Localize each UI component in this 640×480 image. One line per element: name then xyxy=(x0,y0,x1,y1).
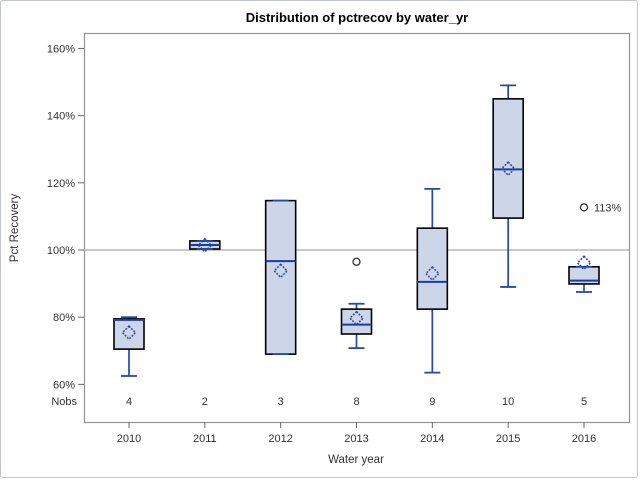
nobs-value: 4 xyxy=(126,396,132,408)
y-tick-label: 120% xyxy=(47,178,75,190)
outlier-point xyxy=(352,257,361,266)
x-axis-title: Water year xyxy=(328,454,384,466)
y-tick-label: 60% xyxy=(53,379,75,391)
plot-border xyxy=(83,32,631,424)
x-tick-label: 2011 xyxy=(193,433,217,445)
x-tick-label: 2015 xyxy=(496,433,520,445)
y-tick-label: 100% xyxy=(47,245,75,257)
x-tick-label: 2013 xyxy=(344,433,368,445)
nobs-label: Nobs xyxy=(51,396,77,408)
outlier-label: 113% xyxy=(594,202,622,214)
box-2013 xyxy=(340,308,373,335)
x-tick-label: 2014 xyxy=(420,433,444,445)
y-tick-label: 140% xyxy=(47,111,75,123)
nobs-value: 5 xyxy=(581,396,587,408)
y-axis-title: Pct Recovery xyxy=(9,194,21,263)
nobs-value: 8 xyxy=(353,396,359,408)
box-2015 xyxy=(492,98,524,219)
box-2012 xyxy=(264,199,297,355)
chart-title: Distribution of pctrecov by water_yr xyxy=(246,10,469,25)
outlier-point xyxy=(579,203,589,212)
y-tick-label: 160% xyxy=(47,43,75,55)
plot-area: 160% 140% 120% 100% 80% 60% 2010 4 2011 2 2012 3 201… xyxy=(47,32,631,445)
box-2014 xyxy=(416,227,449,310)
y-tick-label: 80% xyxy=(53,312,75,324)
x-tick-label: 2012 xyxy=(268,433,292,445)
box-2010 xyxy=(113,318,145,350)
x-tick-label: 2010 xyxy=(117,433,141,445)
nobs-value: 2 xyxy=(202,396,208,408)
x-tick-label: 2016 xyxy=(572,433,596,445)
nobs-value: 9 xyxy=(429,396,435,408)
nobs-value: 3 xyxy=(278,396,284,408)
nobs-value: 10 xyxy=(502,396,514,408)
